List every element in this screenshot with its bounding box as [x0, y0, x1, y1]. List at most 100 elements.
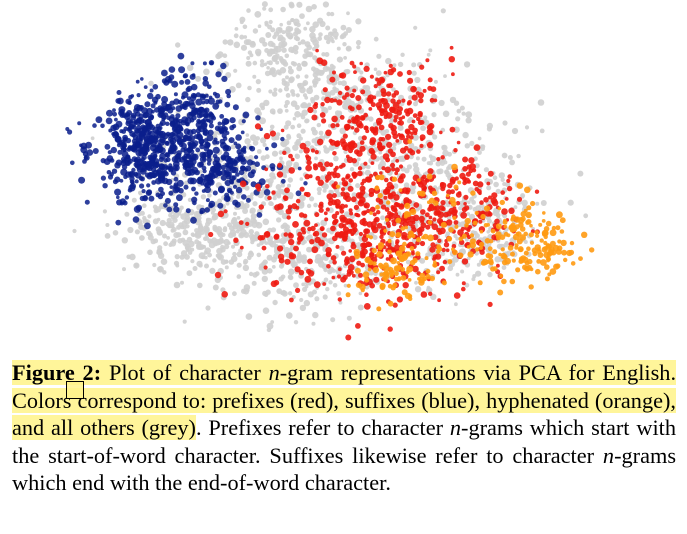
other-ngram-point	[245, 96, 251, 103]
other-ngram-point	[259, 102, 266, 109]
other-ngram-point	[252, 74, 257, 79]
other-ngram-point	[338, 181, 343, 186]
other-ngram-point	[306, 87, 313, 95]
other-ngram-point	[428, 154, 433, 159]
hyphenated-point	[467, 251, 474, 258]
caption-text-4: -grams which start with the start-of-wor…	[12, 415, 676, 468]
hyphenated-point	[417, 276, 421, 281]
prefix-point	[373, 276, 380, 283]
suffix-point	[176, 194, 183, 202]
other-ngram-point	[420, 125, 426, 132]
suffix-point	[232, 184, 238, 189]
other-ngram-point	[126, 254, 131, 260]
hyphenated-point	[546, 251, 552, 257]
prefix-point	[395, 159, 400, 163]
other-ngram-point	[503, 242, 509, 248]
prefix-point	[263, 132, 271, 140]
hyphenated-point	[568, 249, 575, 256]
hyphenated-point	[378, 174, 385, 181]
suffix-point	[269, 163, 276, 170]
hyphenated-point	[539, 238, 544, 243]
other-ngram-point	[442, 149, 449, 157]
hyphenated-point	[495, 223, 502, 230]
prefix-point	[308, 174, 313, 179]
prefix-point	[335, 203, 341, 209]
other-ngram-point	[461, 111, 466, 116]
prefix-point	[506, 185, 513, 192]
other-ngram-point	[300, 39, 306, 45]
hyphenated-point	[524, 260, 530, 266]
other-ngram-point	[355, 39, 362, 46]
suffix-point	[190, 177, 197, 185]
hyphenated-point	[376, 251, 383, 258]
other-ngram-point	[414, 280, 418, 285]
prefix-point	[479, 200, 484, 205]
prefix-point	[462, 166, 468, 172]
other-ngram-point	[297, 41, 302, 46]
prefix-point	[273, 279, 280, 286]
suffix-point	[129, 131, 136, 137]
suffix-point	[123, 126, 128, 132]
hyphenated-point	[391, 176, 398, 182]
prefix-point	[277, 253, 285, 260]
hyphenated-point	[534, 244, 541, 251]
prefix-point	[473, 144, 481, 152]
prefix-point	[316, 57, 324, 65]
prefix-point	[455, 191, 462, 198]
hyphenated-point	[470, 190, 476, 196]
prefix-point	[284, 187, 290, 194]
suffix-point	[165, 178, 173, 186]
prefix-point	[456, 140, 461, 145]
suffix-point	[240, 158, 247, 165]
other-ngram-point	[281, 42, 286, 48]
suffix-point	[258, 178, 266, 186]
hyphenated-point	[495, 231, 502, 238]
prefix-point	[361, 220, 368, 227]
other-ngram-point	[277, 108, 283, 114]
prefix-point	[451, 72, 455, 77]
other-ngram-point	[244, 138, 251, 145]
prefix-point	[367, 97, 373, 103]
suffix-point	[206, 134, 214, 142]
other-ngram-point	[245, 313, 253, 320]
other-ngram-point	[286, 312, 293, 319]
other-ngram-point	[283, 81, 290, 88]
suffix-point	[200, 119, 206, 125]
suffix-point	[134, 129, 142, 137]
prefix-point	[363, 202, 370, 209]
suffix-point	[114, 117, 118, 122]
suffix-point	[169, 132, 175, 137]
suffix-point	[230, 180, 234, 185]
other-ngram-point	[326, 227, 332, 233]
prefix-point	[345, 173, 351, 179]
prefix-point	[356, 260, 362, 266]
other-ngram-point	[267, 177, 274, 184]
suffix-point	[186, 85, 193, 92]
hyphenated-point	[485, 259, 490, 265]
other-ngram-point	[426, 52, 431, 57]
prefix-point	[344, 85, 350, 91]
other-ngram-point	[220, 247, 226, 253]
prefix-point	[504, 197, 509, 201]
other-ngram-point	[292, 116, 297, 121]
prefix-point	[350, 223, 355, 228]
prefix-point	[378, 98, 383, 104]
prefix-point	[333, 167, 338, 172]
annotation-cursor-icon[interactable]	[66, 381, 84, 399]
suffix-point	[176, 179, 184, 187]
prefix-point	[375, 117, 383, 125]
prefix-point	[315, 48, 319, 53]
other-ngram-point	[320, 175, 325, 180]
prefix-point	[335, 244, 340, 249]
other-ngram-point	[221, 232, 226, 237]
prefix-point	[311, 246, 319, 254]
prefix-point	[418, 98, 424, 104]
suffix-point	[92, 148, 99, 154]
suffix-point	[166, 206, 173, 213]
other-ngram-point	[280, 274, 286, 280]
suffix-point	[122, 200, 128, 206]
other-ngram-point	[252, 201, 258, 207]
hyphenated-point	[396, 261, 401, 265]
hyphenated-point	[503, 231, 509, 237]
suffix-point	[263, 189, 271, 196]
